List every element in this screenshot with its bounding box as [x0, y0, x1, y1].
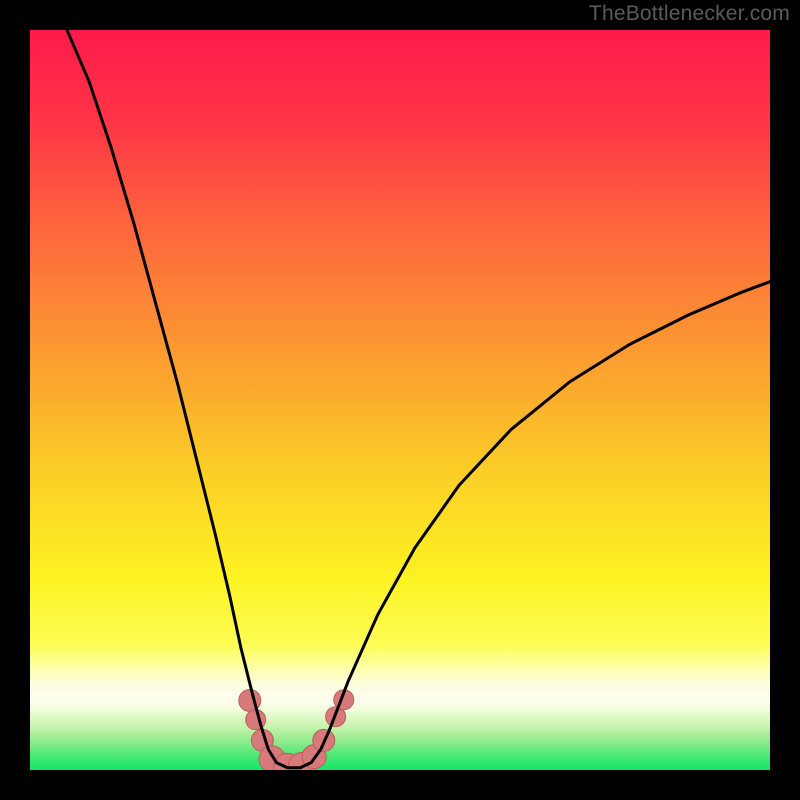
watermark-text: TheBottlenecker.com — [589, 2, 790, 26]
bottom-markers — [239, 689, 354, 770]
curve-right — [330, 282, 770, 730]
chart-canvas: TheBottlenecker.com — [0, 0, 800, 800]
curve-overlay — [30, 30, 770, 770]
plot-area — [30, 30, 770, 770]
curve-left — [67, 30, 330, 768]
